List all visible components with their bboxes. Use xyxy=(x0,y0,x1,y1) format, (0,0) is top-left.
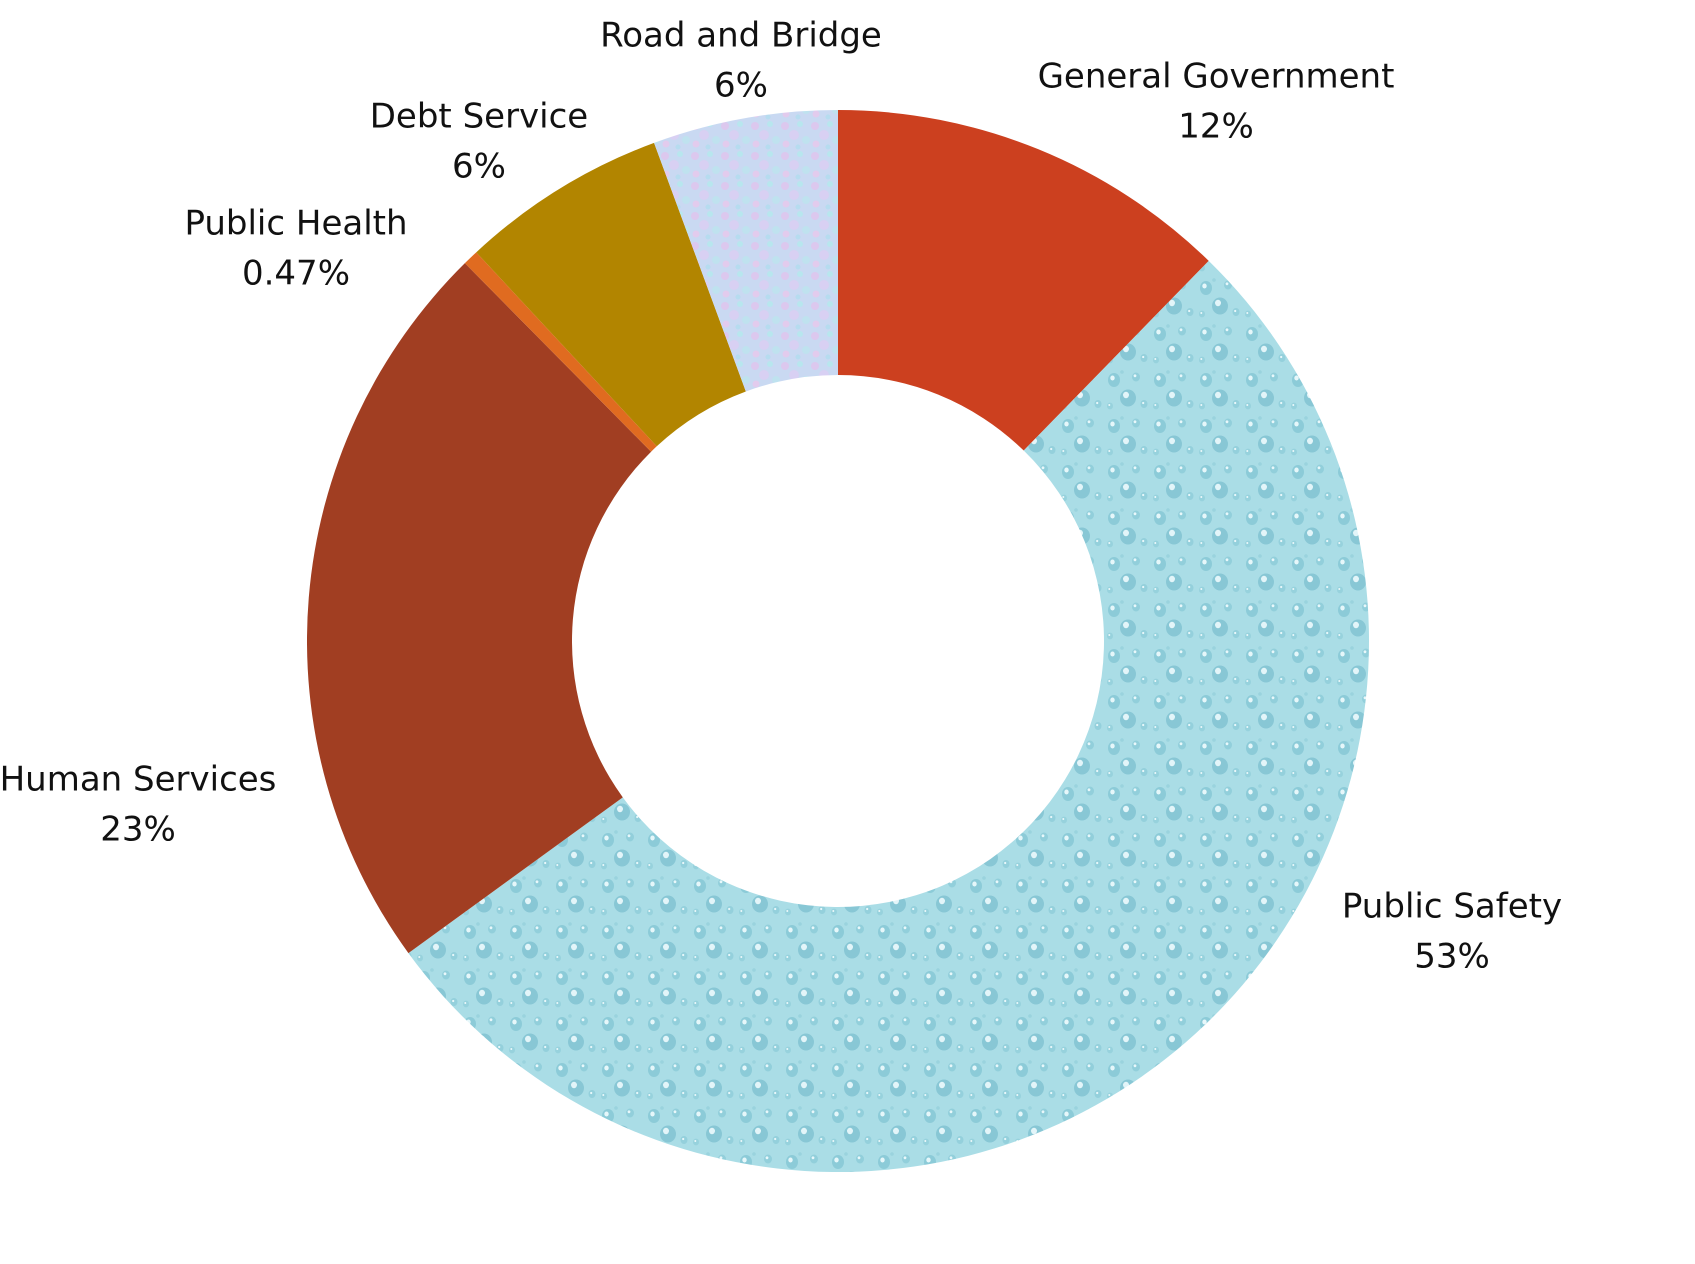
slice-public-health xyxy=(464,252,657,452)
slice-percent-label: 23% xyxy=(100,810,176,850)
slice-general-government xyxy=(838,110,1209,451)
slice-percent-label: 12% xyxy=(1178,107,1254,147)
slice-percent-label: 53% xyxy=(1414,937,1490,977)
slice-name-label: Road and Bridge xyxy=(600,16,882,56)
slice-human-services xyxy=(307,263,652,954)
slice-road-and-bridge xyxy=(654,110,838,392)
slice-name-label: Human Services xyxy=(0,760,276,800)
slice-percent-label: 0.47% xyxy=(242,254,350,294)
slice-name-label: Debt Service xyxy=(370,97,588,137)
donut-slices xyxy=(307,110,1370,1173)
donut-labels: General Government 12% Public Safety 53% Hum… xyxy=(0,16,1562,977)
slice-debt-service xyxy=(476,142,746,447)
slice-percent-label: 6% xyxy=(714,66,768,106)
slice-name-label: Public Safety xyxy=(1342,887,1562,927)
slice-name-label: General Government xyxy=(1038,57,1395,97)
slice-percent-label: 6% xyxy=(452,147,506,187)
slice-public-safety xyxy=(408,260,1370,1173)
slice-name-label: Public Health xyxy=(184,204,407,244)
